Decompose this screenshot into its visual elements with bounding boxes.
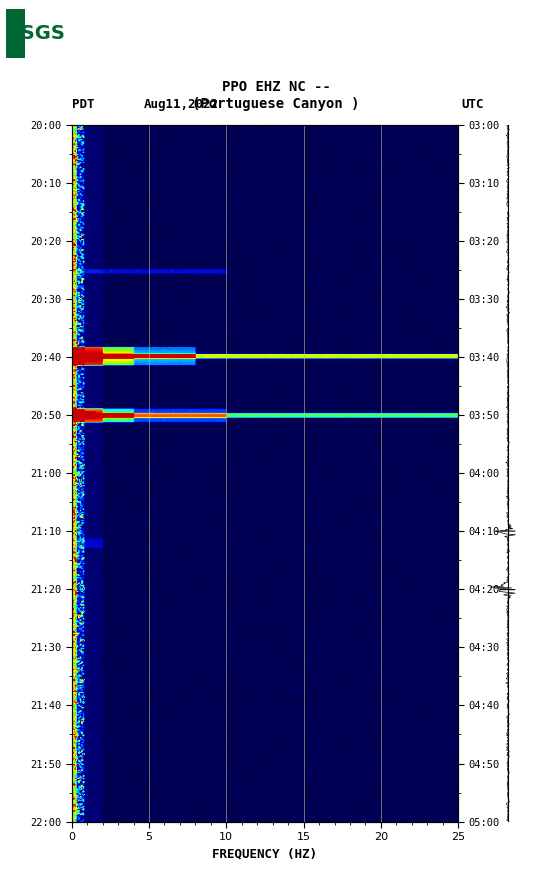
Text: (Portuguese Canyon ): (Portuguese Canyon ) [192,96,360,111]
Text: USGS: USGS [6,24,65,43]
Text: UTC: UTC [461,97,484,111]
Text: PDT: PDT [72,97,94,111]
Text: Aug11,2022: Aug11,2022 [144,97,219,111]
X-axis label: FREQUENCY (HZ): FREQUENCY (HZ) [213,847,317,861]
Text: PPO EHZ NC --: PPO EHZ NC -- [221,79,331,94]
